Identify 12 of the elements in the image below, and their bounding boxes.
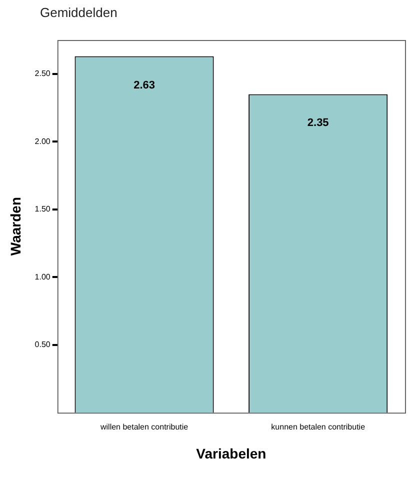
y-axis-title: Waarden: [7, 196, 24, 256]
data-label: 2.35: [307, 117, 329, 130]
y-tick-label: 0.50: [34, 340, 51, 350]
y-tick-label: 2.50: [34, 69, 51, 78]
y-tick-label: 1.50: [34, 204, 51, 214]
chart-title: Gemiddelden: [40, 5, 118, 20]
y-tick-label: 1.00: [34, 272, 51, 282]
x-tick-label: willen betalen contributie: [99, 422, 189, 432]
y-tick-label: 2.00: [34, 136, 51, 146]
x-tick-label: kunnen betalen contributie: [271, 422, 366, 432]
data-label: 2.63: [134, 79, 155, 92]
x-axis-title: Variabelen: [196, 445, 266, 462]
